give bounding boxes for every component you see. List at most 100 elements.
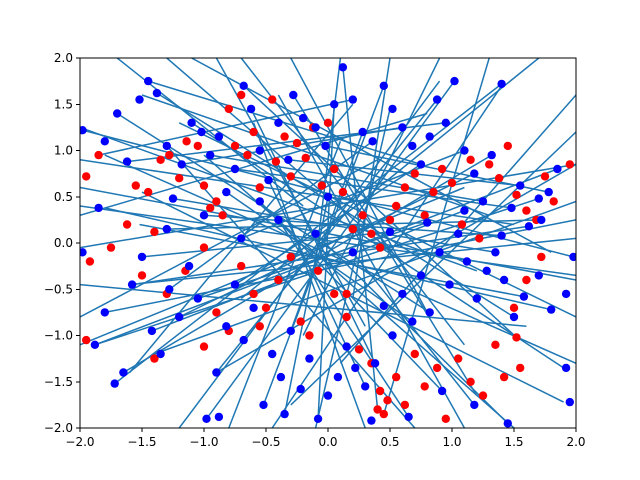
x-tick-label: −0.5 <box>251 435 280 449</box>
red-point <box>255 322 264 331</box>
red-point <box>373 405 382 414</box>
blue-point <box>330 100 339 109</box>
blue-point <box>379 301 388 311</box>
red-point <box>193 141 202 151</box>
red-point <box>106 243 116 252</box>
blue-point <box>441 118 450 128</box>
line-segment <box>339 94 576 364</box>
red-point <box>385 215 395 225</box>
red-point <box>224 104 233 114</box>
blue-point <box>408 141 417 151</box>
red-point <box>94 150 103 160</box>
line-segment <box>114 83 503 385</box>
line-segment <box>315 233 509 424</box>
red-point <box>400 183 410 192</box>
red-point <box>457 220 467 229</box>
red-point <box>165 150 174 160</box>
blue-point <box>246 104 256 114</box>
line-segment <box>80 163 576 249</box>
blue-point <box>361 382 370 391</box>
blue-point <box>206 150 215 160</box>
blue-point <box>152 88 162 98</box>
blue-point <box>274 118 283 128</box>
blue-point <box>482 266 491 275</box>
line-segment <box>98 98 353 156</box>
line-segment <box>290 131 576 406</box>
line-segment <box>80 159 378 318</box>
blue-point <box>425 308 434 317</box>
line-segment <box>290 131 364 332</box>
red-point <box>156 155 165 164</box>
blue-point <box>507 203 516 213</box>
red-point <box>175 174 184 183</box>
blue-point <box>569 252 576 262</box>
line-segment <box>383 58 490 415</box>
blue-point <box>423 218 432 227</box>
blue-point <box>333 372 343 382</box>
red-point <box>420 382 429 391</box>
blue-point <box>184 261 194 271</box>
red-point <box>348 224 357 234</box>
red-point <box>466 155 475 164</box>
blue-point <box>561 363 571 373</box>
blue-point <box>470 169 479 178</box>
red-point <box>199 243 209 252</box>
blue-point <box>268 349 277 359</box>
line-segments-layer <box>80 58 576 428</box>
blue-point <box>127 280 137 289</box>
red-point <box>410 169 419 178</box>
red-point <box>549 197 558 206</box>
red-point <box>280 132 289 141</box>
line-segment <box>234 168 512 209</box>
blue-point <box>561 289 571 299</box>
blue-point <box>212 368 221 377</box>
blue-point <box>435 248 444 257</box>
red-point <box>516 363 525 373</box>
line-segment <box>141 231 391 258</box>
y-tick-label: 1.5 <box>54 97 73 111</box>
line-segment <box>80 283 527 328</box>
red-point <box>286 172 295 181</box>
blue-point <box>478 197 488 206</box>
blue-point <box>264 175 273 185</box>
x-tick-label: 1.5 <box>504 435 523 449</box>
red-point <box>379 409 388 419</box>
red-point <box>237 261 246 271</box>
blue-point <box>230 164 240 174</box>
line-segment <box>277 94 466 428</box>
blue-point <box>237 234 246 243</box>
blue-point <box>289 90 298 100</box>
red-point <box>230 141 240 151</box>
blue-point <box>323 391 333 400</box>
red-point <box>475 234 484 243</box>
blue-point <box>276 372 286 382</box>
blue-point <box>497 231 506 240</box>
line-segment <box>129 237 576 286</box>
blue-point <box>147 326 157 336</box>
blue-point <box>230 280 240 289</box>
y-tick-label: −2.0 <box>44 421 73 435</box>
blue-point <box>534 271 543 280</box>
red-point <box>441 414 450 423</box>
red-point <box>199 342 209 351</box>
blue-point <box>450 76 459 86</box>
blue-point <box>437 386 447 396</box>
blue-point <box>416 160 426 169</box>
blue-point <box>460 206 469 215</box>
blue-point <box>284 155 293 164</box>
blue-point <box>311 123 320 132</box>
blue-point <box>544 187 553 197</box>
red-point <box>249 127 258 137</box>
x-tick-label: 2.0 <box>566 435 585 449</box>
red-point <box>512 333 521 342</box>
blue-point <box>472 294 481 303</box>
red-point <box>243 150 252 160</box>
blue-point <box>137 252 147 262</box>
red-point <box>522 275 531 285</box>
blue-point <box>222 322 231 331</box>
red-point <box>429 187 438 197</box>
blue-point <box>156 349 165 359</box>
blue-point <box>323 192 333 201</box>
red-point <box>268 95 277 104</box>
